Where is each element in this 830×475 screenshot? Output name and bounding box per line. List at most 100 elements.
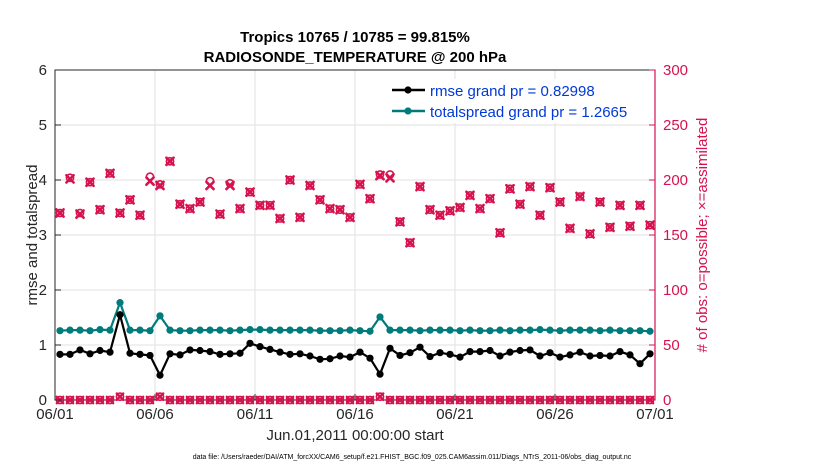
obs-possible-marker: [565, 223, 575, 233]
obs-possible-marker: [125, 195, 135, 205]
obs-possible-bottom-marker: [355, 395, 365, 405]
obs-possible-marker: [135, 210, 145, 220]
totalspread-point: [216, 326, 224, 334]
obs-possible-bottom-marker: [215, 395, 225, 405]
x-tick-label: 06/16: [336, 406, 374, 423]
obs-assimilated-marker: [395, 216, 405, 227]
rmse-point: [226, 350, 234, 358]
obs-assimilated-bottom-marker: [505, 395, 515, 405]
rmse-point: [616, 348, 624, 356]
obs-assimilated-marker: [625, 221, 635, 232]
x-tick-label: 06/21: [436, 406, 474, 423]
rmse-point: [586, 352, 594, 360]
y-left-tick-label: 2: [39, 282, 47, 299]
obs-possible-bottom-marker: [605, 395, 615, 405]
totalspread-point: [106, 326, 114, 334]
totalspread-point: [556, 327, 564, 335]
rmse-point: [426, 352, 434, 361]
rmse-point: [216, 350, 224, 358]
x-axis-label: Jun.01,2011 00:00:00 start: [266, 427, 444, 444]
obs-possible-marker: [645, 220, 655, 230]
rmse-point: [376, 370, 384, 378]
obs-assimilated-marker: [75, 209, 85, 219]
totalspread-point: [476, 327, 484, 335]
obs-possible-marker: [395, 217, 405, 227]
obs-assimilated-bottom-marker: [195, 395, 205, 405]
obs-possible-bottom-marker: [365, 395, 375, 405]
obs-assimilated-bottom-marker: [115, 392, 125, 402]
obs-assimilated-marker: [255, 200, 265, 211]
y-left-tick-label: 1: [39, 337, 47, 354]
y-right-tick-label: 0: [663, 392, 671, 409]
totalspread-point: [116, 299, 124, 307]
obs-possible-marker: [305, 181, 315, 190]
totalspread-point: [606, 326, 614, 334]
obs-possible-marker: [265, 200, 275, 210]
obs-possible-bottom-marker: [335, 395, 345, 405]
totalspread-point: [316, 327, 324, 335]
totalspread-point: [56, 327, 64, 335]
totalspread-point: [136, 326, 144, 334]
rmse-point: [636, 360, 644, 368]
obs-possible-bottom-marker: [375, 392, 385, 402]
obs-possible-bottom-marker: [75, 395, 85, 405]
rmse-point: [436, 349, 444, 357]
obs-assimilated-bottom-marker: [355, 395, 365, 405]
obs-possible-bottom-marker: [125, 395, 135, 405]
obs-assimilated-bottom-marker: [65, 395, 75, 405]
obs-assimilated-marker: [525, 181, 535, 192]
obs-assimilated-marker: [505, 183, 515, 194]
totalspread-point: [496, 326, 504, 334]
obs-assimilated-marker: [515, 199, 525, 210]
obs-assimilated-marker: [425, 204, 435, 215]
obs-assimilated-bottom-marker: [635, 395, 645, 405]
rmse-point: [246, 339, 254, 347]
obs-possible-marker: [315, 195, 325, 205]
obs-possible-marker: [525, 182, 535, 191]
totalspread-point: [196, 326, 204, 334]
chart-title-line1: Tropics 10765 / 10785 = 99.815%: [240, 29, 470, 46]
obs-assimilated-bottom-marker: [235, 395, 245, 405]
obs-possible-marker: [495, 228, 505, 238]
obs-possible-marker: [105, 168, 115, 178]
y-axis-right-label: # of obs: o=possible; ×=assimilated: [694, 118, 711, 353]
totalspread-point: [146, 327, 154, 335]
obs-possible-bottom-marker: [115, 392, 125, 402]
totalspread-point: [446, 326, 454, 334]
obs-possible-marker: [345, 212, 355, 222]
obs-possible-marker: [375, 170, 385, 179]
obs-assimilated-marker: [275, 213, 285, 224]
obs-possible-bottom-marker: [205, 395, 215, 405]
obs-possible-marker: [195, 197, 205, 207]
totalspread-point: [596, 327, 604, 335]
obs-assimilated-bottom-marker: [555, 395, 565, 405]
obs-assimilated-marker: [615, 200, 625, 211]
obs-assimilated-marker: [325, 203, 335, 214]
obs-assimilated-bottom-marker: [575, 395, 585, 405]
obs-assimilated-marker: [435, 210, 445, 221]
obs-assimilated-marker: [475, 203, 485, 214]
obs-possible-marker: [65, 173, 75, 183]
obs-assimilated-marker: [315, 194, 325, 205]
obs-assimilated-marker: [565, 223, 575, 234]
y-left-tick-label: 6: [39, 62, 47, 79]
rmse-point: [456, 353, 464, 361]
obs-possible-marker: [95, 205, 105, 215]
obs-possible-bottom-marker: [415, 395, 425, 405]
totalspread-point: [296, 326, 304, 334]
obs-assimilated-marker: [575, 191, 585, 202]
totalspread-point: [546, 326, 554, 334]
rmse-point: [166, 350, 174, 358]
rmse-point: [136, 350, 144, 358]
obs-possible-bottom-marker: [235, 395, 245, 405]
obs-possible-bottom-marker: [595, 395, 605, 405]
obs-possible-bottom-marker: [165, 395, 175, 405]
obs-possible-marker: [485, 194, 495, 204]
legend: rmse grand pr = 0.82998 totalspread gran…: [388, 79, 650, 123]
totalspread-point: [646, 327, 654, 335]
obs-assimilated-marker: [85, 177, 95, 188]
obs-assimilated-marker: [285, 175, 295, 185]
obs-possible-bottom-marker: [625, 395, 635, 405]
obs-possible-marker: [535, 210, 545, 220]
